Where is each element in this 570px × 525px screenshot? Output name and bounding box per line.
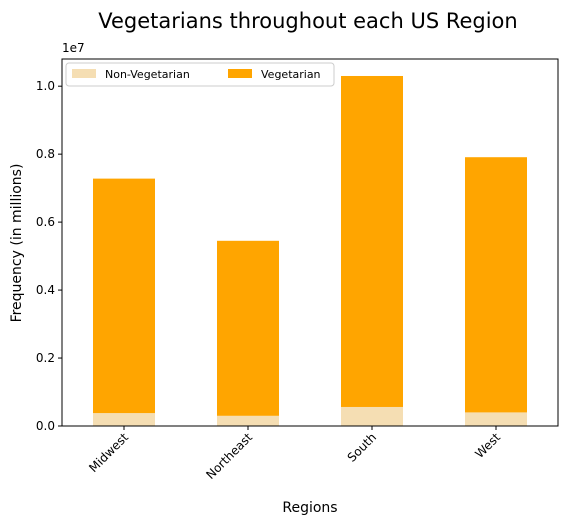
bar-midwest-non-vegetarian [93, 413, 155, 426]
y-axis: 0.0 0.2 0.4 0.6 0.8 1.0 [36, 79, 62, 433]
y-tick-label: 0.8 [36, 147, 55, 161]
legend-label: Vegetarian [261, 68, 321, 81]
x-tick-label: South [345, 430, 380, 465]
x-tick-label: Midwest [86, 430, 131, 475]
bar-west-vegetarian [465, 157, 527, 412]
bar-south-non-vegetarian [341, 407, 403, 426]
y-axis-label: Frequency (in millions) [9, 164, 25, 323]
legend: Non-Vegetarian Vegetarian [66, 63, 334, 86]
bars [93, 76, 527, 426]
bar-northeast-vegetarian [217, 241, 279, 416]
y-tick-label: 0.6 [36, 215, 55, 229]
y-tick-label: 0.2 [36, 351, 55, 365]
legend-swatch [72, 69, 96, 78]
legend-swatch [228, 69, 252, 78]
bar-south-vegetarian [341, 76, 403, 407]
x-tick-label: West [472, 430, 503, 461]
y-offset-label: 1e7 [62, 41, 85, 55]
bar-midwest-vegetarian [93, 179, 155, 413]
y-tick-label: 0.4 [36, 283, 55, 297]
legend-label: Non-Vegetarian [105, 68, 190, 81]
chart-title: Vegetarians throughout each US Region [98, 9, 517, 33]
x-axis: Midwest Northeast South West [86, 426, 503, 482]
x-tick-label: Northeast [203, 430, 255, 482]
bar-northeast-non-vegetarian [217, 416, 279, 426]
y-tick-label: 1.0 [36, 79, 55, 93]
x-axis-label: Regions [282, 500, 337, 516]
y-tick-label: 0.0 [36, 419, 55, 433]
bar-west-non-vegetarian [465, 412, 527, 426]
